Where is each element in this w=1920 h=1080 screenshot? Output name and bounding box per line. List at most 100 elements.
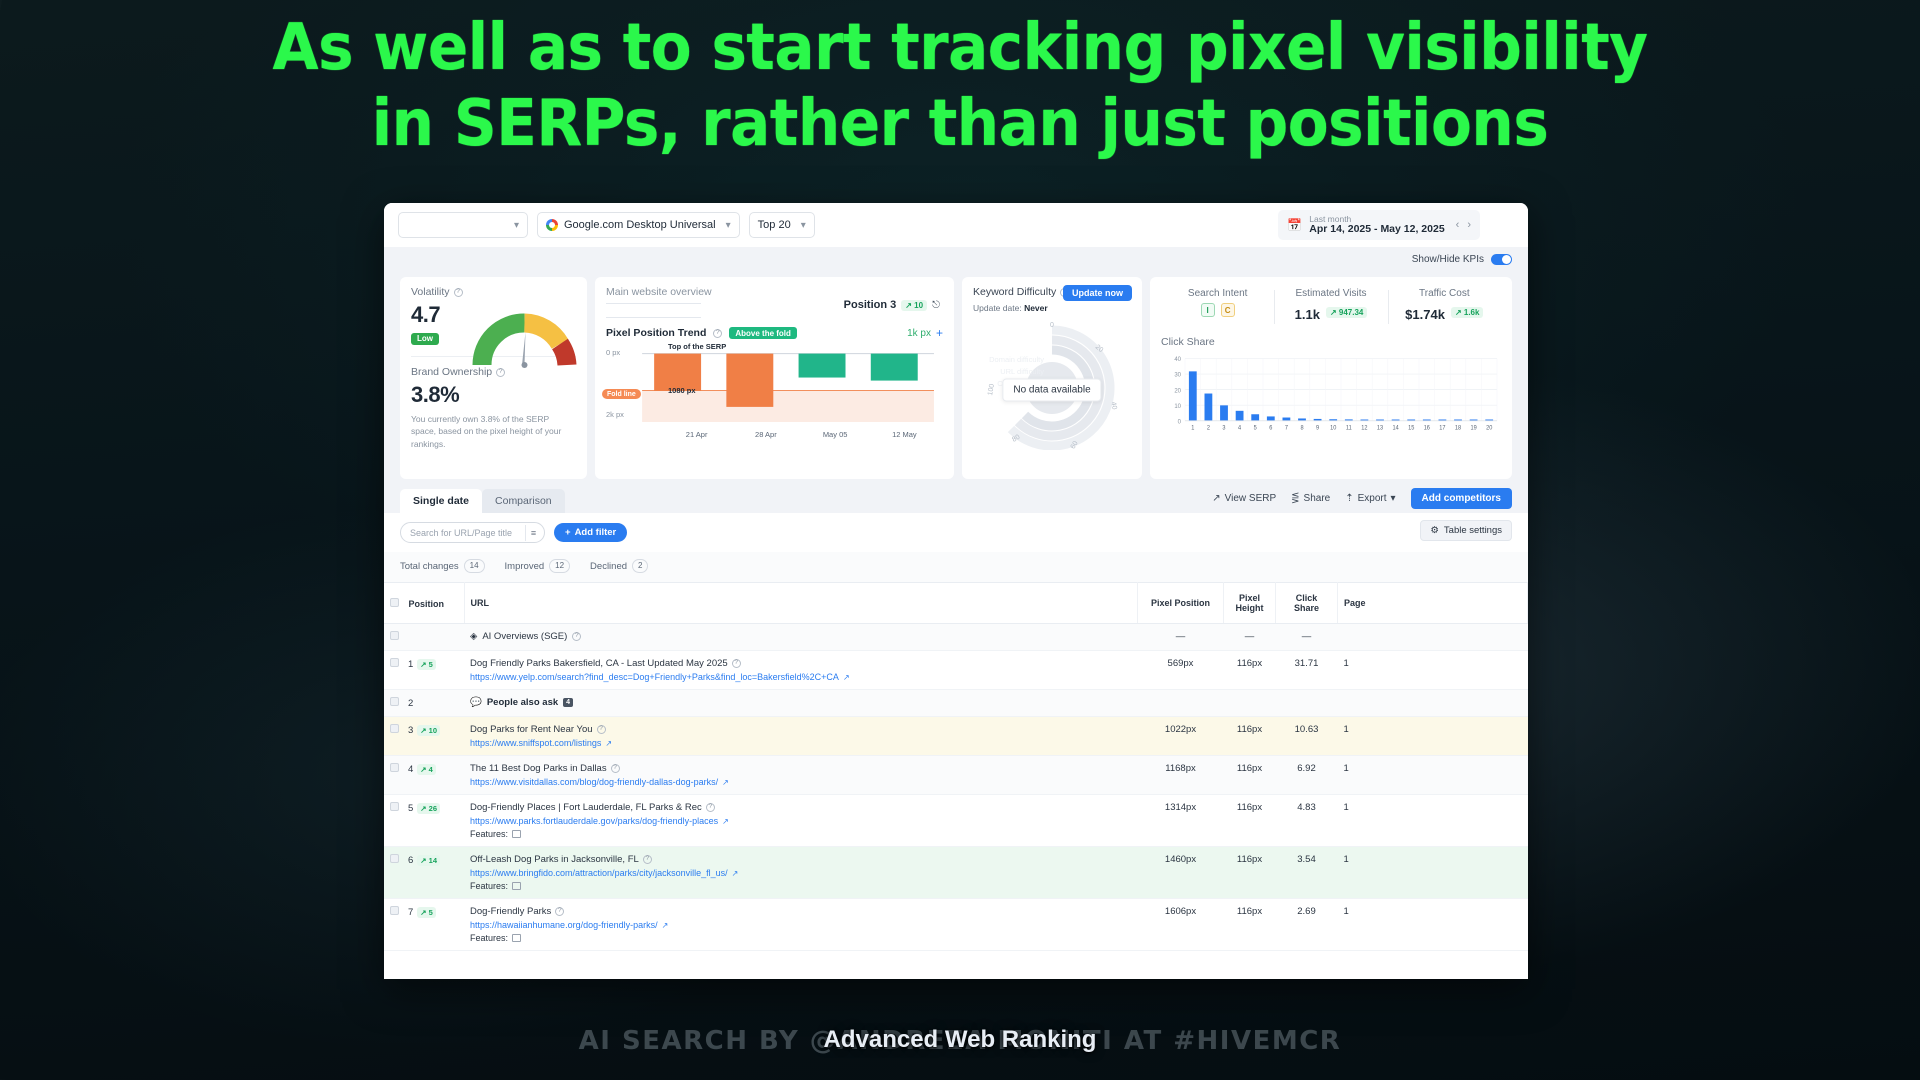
svg-text:2: 2 bbox=[1207, 425, 1210, 431]
row-position: 3 bbox=[408, 725, 414, 736]
estimated-visits-metric: Estimated Visits 1.1k ↗ 947.34 bbox=[1274, 286, 1387, 328]
th-pixel-position[interactable]: Pixel Position bbox=[1137, 582, 1224, 624]
row-url[interactable]: https://www.sniffspot.com/listings ↗ bbox=[470, 738, 613, 748]
share-button[interactable]: ⋚ Share bbox=[1291, 493, 1331, 504]
update-now-button[interactable]: Update now bbox=[1063, 285, 1132, 301]
kpi-toggle-row: Show/Hide KPIs bbox=[384, 247, 1528, 271]
cell-pixel-position: 1460px bbox=[1137, 846, 1224, 899]
search-input-wrapper[interactable]: ≡ bbox=[400, 522, 545, 543]
help-icon[interactable]: ? bbox=[731, 659, 741, 668]
cell-page: 1 bbox=[1337, 898, 1528, 951]
prev-period-button[interactable]: ‹ bbox=[1455, 219, 1460, 231]
svg-text:16: 16 bbox=[1424, 425, 1430, 431]
svg-text:20: 20 bbox=[1486, 425, 1492, 431]
svg-text:7: 7 bbox=[1285, 425, 1288, 431]
help-icon[interactable]: ? bbox=[642, 855, 652, 864]
row-checkbox[interactable] bbox=[390, 631, 399, 640]
table-body: ◈ AI Overviews (SGE)? — — —1 ↗ 5 Dog Friendly … bbox=[384, 623, 1528, 951]
table-row[interactable]: ◈ AI Overviews (SGE)? — — — bbox=[384, 623, 1528, 651]
table-row[interactable]: 7 ↗ 5 Dog-Friendly Parks? https://hawaiianh… bbox=[384, 898, 1528, 951]
row-url[interactable]: https://www.parks.fortlauderdale.gov/par… bbox=[470, 816, 729, 826]
intent-commercial[interactable]: C bbox=[1220, 303, 1235, 317]
date-range-picker[interactable]: 📅 Last month Apr 14, 2025 - May 12, 2025… bbox=[1278, 210, 1480, 240]
th-click-share[interactable]: Click Share bbox=[1275, 582, 1338, 624]
table-row[interactable]: 4 ↗ 4 The 11 Best Dog Parks in Dallas? http… bbox=[384, 755, 1528, 795]
export-button[interactable]: ⇡ Export ▾ bbox=[1345, 493, 1396, 504]
depth-select[interactable]: Top 20 ▾ bbox=[748, 212, 815, 238]
above-the-fold-badge: Above the fold bbox=[729, 327, 797, 339]
date-range-preset: Last month bbox=[1309, 214, 1352, 225]
help-icon[interactable]: ? bbox=[705, 803, 715, 812]
cell-pixel-height: 116px bbox=[1223, 716, 1276, 756]
table-row[interactable]: 1 ↗ 5 Dog Friendly Parks Bakersfield, CA -… bbox=[384, 650, 1528, 690]
help-icon[interactable]: ? bbox=[453, 287, 463, 297]
th-pixel-height[interactable]: Pixel Height bbox=[1223, 582, 1276, 624]
row-checkbox[interactable] bbox=[390, 802, 399, 811]
help-icon[interactable]: ? bbox=[555, 907, 565, 916]
cell-pixel-height: — bbox=[1223, 623, 1276, 651]
add-competitors-button[interactable]: Add competitors bbox=[1410, 488, 1512, 509]
row-checkbox[interactable] bbox=[390, 697, 399, 706]
svg-text:5: 5 bbox=[1254, 425, 1257, 431]
table-settings-button[interactable]: ⚙ Table settings bbox=[1420, 520, 1512, 541]
external-link-icon[interactable]: ↗ bbox=[661, 920, 669, 930]
table-row[interactable]: 6 ↗ 14 Off-Leash Dog Parks in Jacksonville… bbox=[384, 846, 1528, 899]
cell-page: 1 bbox=[1337, 755, 1528, 795]
headline-line-2: in SERPs, rather than just positions bbox=[371, 87, 1549, 161]
trend-ytick-bottom: 2k px bbox=[606, 410, 624, 419]
tab-single-date[interactable]: Single date bbox=[400, 489, 483, 513]
svg-text:19: 19 bbox=[1470, 425, 1476, 431]
table-row[interactable]: 2 💬 People also ask 4 bbox=[384, 689, 1528, 717]
row-checkbox[interactable] bbox=[390, 906, 399, 915]
tab-comparison[interactable]: Comparison bbox=[482, 489, 565, 513]
next-period-button[interactable]: › bbox=[1467, 219, 1471, 231]
external-link-icon[interactable]: ↗ bbox=[731, 868, 739, 878]
headline: As well as to start tracking pixel visib… bbox=[67, 16, 1853, 156]
th-url[interactable]: URL bbox=[464, 582, 1138, 624]
help-icon[interactable]: ? bbox=[610, 764, 620, 773]
help-icon[interactable]: ? bbox=[713, 328, 723, 338]
paa-icon: 💬 bbox=[470, 697, 482, 708]
pixel-position-trend-card: Main website overview Position 3 ↗ 10 ⎋ … bbox=[595, 277, 954, 479]
external-link-icon[interactable]: ↗ bbox=[842, 672, 850, 682]
table-row[interactable]: 5 ↗ 26 Dog-Friendly Places | Fort Lauderda… bbox=[384, 794, 1528, 847]
intent-informational[interactable]: I bbox=[1200, 303, 1215, 317]
add-filter-button[interactable]: + Add filter bbox=[554, 523, 628, 542]
image-feature-icon[interactable] bbox=[512, 934, 522, 942]
search-engine-select[interactable]: Google.com Desktop Universal ▾ bbox=[537, 212, 740, 238]
trend-chart: 0 px 2k px Top of the SERP 1080 px Fold … bbox=[602, 342, 943, 441]
list-icon[interactable]: ≡ bbox=[525, 524, 541, 541]
external-link-icon[interactable]: ↗ bbox=[722, 816, 729, 826]
external-link-icon[interactable]: ↗ bbox=[722, 777, 729, 787]
help-icon[interactable]: ? bbox=[572, 632, 582, 641]
row-url[interactable]: https://hawaiianhumane.org/dog-friendly-… bbox=[470, 920, 669, 930]
row-position: 4 bbox=[408, 764, 414, 775]
paa-title: 💬 People also ask 4 bbox=[470, 697, 1132, 708]
row-url[interactable]: https://www.bringfido.com/attraction/par… bbox=[470, 868, 739, 878]
view-serp-button[interactable]: ↗ View SERP bbox=[1212, 493, 1277, 504]
image-feature-icon[interactable] bbox=[512, 882, 522, 890]
chevron-down-icon: ▾ bbox=[1390, 493, 1396, 504]
help-icon[interactable]: ? bbox=[596, 725, 606, 734]
project-select[interactable]: ▾ bbox=[398, 212, 528, 238]
external-link-icon[interactable]: ↗ bbox=[605, 738, 613, 748]
search-input[interactable] bbox=[410, 527, 525, 538]
cell-pixel-height: 116px bbox=[1223, 755, 1276, 795]
help-icon[interactable]: ? bbox=[496, 367, 506, 377]
row-url[interactable]: https://www.yelp.com/search?find_desc=Do… bbox=[470, 672, 850, 682]
cell-pixel-height: 116px bbox=[1223, 898, 1276, 951]
select-all-checkbox[interactable] bbox=[390, 597, 399, 607]
row-checkbox[interactable] bbox=[390, 658, 399, 667]
row-checkbox[interactable] bbox=[390, 724, 399, 733]
kpi-toggle-switch[interactable] bbox=[1491, 253, 1512, 265]
row-url[interactable]: https://www.visitdallas.com/blog/dog-fri… bbox=[470, 777, 729, 787]
plus-icon[interactable]: + bbox=[935, 326, 943, 340]
row-checkbox[interactable] bbox=[390, 763, 399, 772]
estimated-visits-value: 1.1k bbox=[1294, 307, 1320, 322]
th-position[interactable]: Position bbox=[384, 582, 465, 624]
row-checkbox[interactable] bbox=[390, 854, 399, 863]
image-feature-icon[interactable] bbox=[512, 830, 522, 838]
cell-url: Off-Leash Dog Parks in Jacksonville, FL?… bbox=[464, 846, 1138, 899]
table-row[interactable]: 3 ↗ 10 Dog Parks for Rent Near You? https:/… bbox=[384, 716, 1528, 756]
th-page[interactable]: Page bbox=[1337, 582, 1528, 624]
